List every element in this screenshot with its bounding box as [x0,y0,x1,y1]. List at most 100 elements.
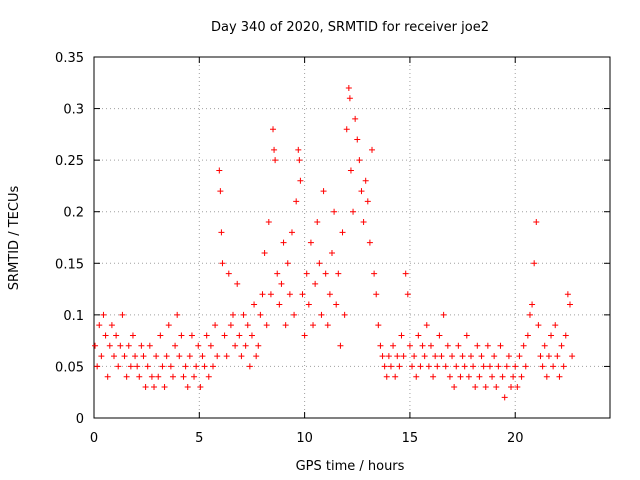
data-point [520,342,527,349]
data-point [333,301,340,308]
data-point [157,332,164,339]
data-point [566,301,573,308]
data-point [180,373,187,380]
data-point [100,311,107,318]
data-point [562,332,569,339]
data-point [140,353,147,360]
data-point [564,291,571,298]
data-point [234,280,241,287]
data-point [195,342,202,349]
data-point [345,84,352,91]
data-point [314,219,321,226]
data-point [545,353,552,360]
data-point [539,363,546,370]
data-point [493,384,500,391]
data-point [352,115,359,122]
data-point [337,342,344,349]
data-point [366,239,373,246]
x-tick-label: 20 [507,431,524,446]
data-point [188,332,195,339]
data-point [508,384,515,391]
data-point [514,384,521,391]
data-point [291,311,298,318]
data-point [453,363,460,370]
data-point [356,157,363,164]
x-axis: 0 5 10 15 20 [90,57,524,446]
data-point [232,342,239,349]
data-point [276,301,283,308]
data-point [558,342,565,349]
data-point [193,363,200,370]
data-point [465,373,472,380]
data-point [339,229,346,236]
data-point [225,270,232,277]
data-point [470,363,477,370]
data-point [217,188,224,195]
data-point [419,342,426,349]
data-point [358,188,365,195]
data-point [214,353,221,360]
data-point [172,342,179,349]
data-point [369,146,376,153]
data-point [510,373,517,380]
data-point [554,353,561,360]
data-point [301,332,308,339]
data-point [125,342,132,349]
data-point [480,363,487,370]
data-point [463,332,470,339]
data-point [134,363,141,370]
data-point [136,373,143,380]
data-point [476,373,483,380]
data-point [406,342,413,349]
data-point [246,363,253,370]
y-axis-label: SRMTID / TECUs [7,186,22,291]
data-point [223,353,230,360]
data-point [373,291,380,298]
data-point [569,353,576,360]
data-point [295,146,302,153]
data-point [221,332,228,339]
data-point [425,363,432,370]
x-axis-label: GPS time / hours [296,459,405,474]
data-point [286,291,293,298]
data-point [248,332,255,339]
data-point [201,363,208,370]
data-point [421,353,428,360]
data-point [242,342,249,349]
data-point [186,353,193,360]
data-point [142,384,149,391]
data-point [331,208,338,215]
data-point [362,177,369,184]
data-point [259,291,266,298]
data-point [360,219,367,226]
data-point [343,126,350,133]
data-point [278,280,285,287]
y-tick-label: 0.15 [55,257,84,272]
data-point [227,322,234,329]
data-point [174,311,181,318]
data-point [402,270,409,277]
data-point [271,146,278,153]
data-point [288,229,295,236]
data-point [146,342,153,349]
data-point [467,353,474,360]
data-point [119,311,126,318]
data-point [446,373,453,380]
data-point [318,311,325,318]
data-point [484,342,491,349]
data-point [203,332,210,339]
data-point [505,353,512,360]
data-point [423,322,430,329]
data-point [434,363,441,370]
y-tick-label: 0.25 [55,154,84,169]
data-point [326,291,333,298]
data-point [230,311,237,318]
data-point [108,322,115,329]
data-point [261,249,268,256]
data-point [459,353,466,360]
data-point [394,353,401,360]
data-point [354,136,361,143]
data-point [364,198,371,205]
data-point [123,373,130,380]
